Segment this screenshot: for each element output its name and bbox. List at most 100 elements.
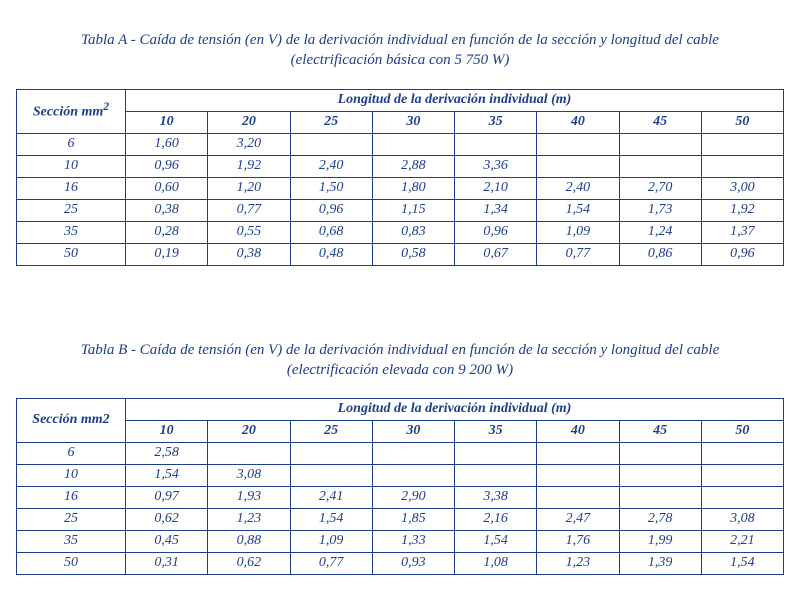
table-a-col-7: 50 (701, 111, 783, 133)
table-a-cell: 1,54 (537, 199, 619, 221)
table-b-col-2: 25 (290, 421, 372, 443)
table-a-cell: 0,77 (208, 199, 290, 221)
table-b-col-6: 45 (619, 421, 701, 443)
table-a-cell: 1,50 (290, 177, 372, 199)
table-a-cell: 0,96 (290, 199, 372, 221)
table-row: 16 0,60 1,20 1,50 1,80 2,10 2,40 2,70 3,… (17, 177, 784, 199)
table-a-title: Tabla A - Caída de tensión (en V) de la … (55, 30, 745, 71)
table-a-cell (372, 133, 454, 155)
table-a-section-0: 6 (17, 133, 126, 155)
table-b-cell (701, 487, 783, 509)
table-b-cell: 1,23 (208, 509, 290, 531)
table-a-cell: 2,40 (290, 155, 372, 177)
table-b-section-5: 50 (17, 553, 126, 575)
table-b-cell: 0,45 (126, 531, 208, 553)
table-b-cell: 2,58 (126, 443, 208, 465)
table-b-cell (619, 465, 701, 487)
table-b-cell (537, 465, 619, 487)
table-a-cell: 2,10 (455, 177, 537, 199)
table-a-cell: 1,37 (701, 221, 783, 243)
table-b-cell: 2,41 (290, 487, 372, 509)
table-b-cell: 2,78 (619, 509, 701, 531)
table-row: 16 0,97 1,93 2,41 2,90 3,38 (17, 487, 784, 509)
table-b-cell: 1,23 (537, 553, 619, 575)
table-a-col-0: 10 (126, 111, 208, 133)
table-a-cell: 0,38 (126, 199, 208, 221)
table-a-cell (537, 133, 619, 155)
table-a-cell: 0,86 (619, 243, 701, 265)
table-a-cell: 0,96 (455, 221, 537, 243)
table-b-cell: 1,39 (619, 553, 701, 575)
table-b-cell: 1,76 (537, 531, 619, 553)
table-b-cell (290, 465, 372, 487)
table-a-cell: 0,77 (537, 243, 619, 265)
table-a-cell: 0,55 (208, 221, 290, 243)
table-b-cell: 0,62 (208, 553, 290, 575)
table-a-section-1: 10 (17, 155, 126, 177)
table-a-cell: 3,20 (208, 133, 290, 155)
table-row: 10 0,96 1,92 2,40 2,88 3,36 (17, 155, 784, 177)
table-a-cell: 1,60 (126, 133, 208, 155)
table-b-cell: 1,54 (701, 553, 783, 575)
table-row: 25 0,38 0,77 0,96 1,15 1,34 1,54 1,73 1,… (17, 199, 784, 221)
table-row: 25 0,62 1,23 1,54 1,85 2,16 2,47 2,78 3,… (17, 509, 784, 531)
table-b-section-4: 35 (17, 531, 126, 553)
table-b-cell: 2,90 (372, 487, 454, 509)
table-a-cell: 3,00 (701, 177, 783, 199)
table-a-cell (537, 155, 619, 177)
table-b-cell (455, 443, 537, 465)
table-b-cell (455, 465, 537, 487)
table-a-cell: 0,19 (126, 243, 208, 265)
table-b-cell: 0,88 (208, 531, 290, 553)
table-b-cell (372, 443, 454, 465)
table-a-cell: 1,73 (619, 199, 701, 221)
table-a-cell: 1,15 (372, 199, 454, 221)
table-a-cell: 0,96 (126, 155, 208, 177)
table-b-section-1: 10 (17, 465, 126, 487)
table-b-cell: 3,08 (208, 465, 290, 487)
table-a-cell: 1,92 (701, 199, 783, 221)
table-a-cell: 1,92 (208, 155, 290, 177)
table-row: 50 0,31 0,62 0,77 0,93 1,08 1,23 1,39 1,… (17, 553, 784, 575)
table-a-section-5: 50 (17, 243, 126, 265)
table-row: 50 0,19 0,38 0,48 0,58 0,67 0,77 0,86 0,… (17, 243, 784, 265)
table-a-group-header: Longitud de la derivación individual (m) (126, 89, 784, 111)
table-b-cell: 2,21 (701, 531, 783, 553)
table-a-cell: 0,67 (455, 243, 537, 265)
table-b-cell: 0,31 (126, 553, 208, 575)
table-b-cell: 3,08 (701, 509, 783, 531)
table-a-cell: 1,09 (537, 221, 619, 243)
table-b-cell: 1,08 (455, 553, 537, 575)
table-a-row-header: Sección mm2 (17, 89, 126, 133)
table-row: 6 2,58 (17, 443, 784, 465)
table-b-cell: 0,62 (126, 509, 208, 531)
table-a-col-4: 35 (455, 111, 537, 133)
table-b-title: Tabla B - Caída de tensión (en V) de la … (55, 340, 745, 381)
table-b-cell: 0,93 (372, 553, 454, 575)
table-a-col-6: 45 (619, 111, 701, 133)
table-b-cell: 1,54 (290, 509, 372, 531)
table-a-cell: 1,80 (372, 177, 454, 199)
table-a-cell: 1,34 (455, 199, 537, 221)
table-b-col-7: 50 (701, 421, 783, 443)
table-a-cell: 0,68 (290, 221, 372, 243)
table-b-cell: 1,54 (455, 531, 537, 553)
table-b-col-1: 20 (208, 421, 290, 443)
table-a-col-1: 20 (208, 111, 290, 133)
table-a-cell: 0,48 (290, 243, 372, 265)
table-a-cell: 0,60 (126, 177, 208, 199)
table-b-cell (537, 487, 619, 509)
table-b-col-0: 10 (126, 421, 208, 443)
table-a-cell (290, 133, 372, 155)
table-a-cell: 2,70 (619, 177, 701, 199)
table-a-col-2: 25 (290, 111, 372, 133)
table-a-cell: 2,40 (537, 177, 619, 199)
table-b-cell (290, 443, 372, 465)
table-a-cell: 0,96 (701, 243, 783, 265)
table-b-cell (701, 465, 783, 487)
table-b-col-3: 30 (372, 421, 454, 443)
table-b-col-5: 40 (537, 421, 619, 443)
table-b-group-header: Longitud de la derivación individual (m) (126, 399, 784, 421)
table-b-row-header: Sección mm2 (17, 399, 126, 443)
table-b-cell: 1,33 (372, 531, 454, 553)
